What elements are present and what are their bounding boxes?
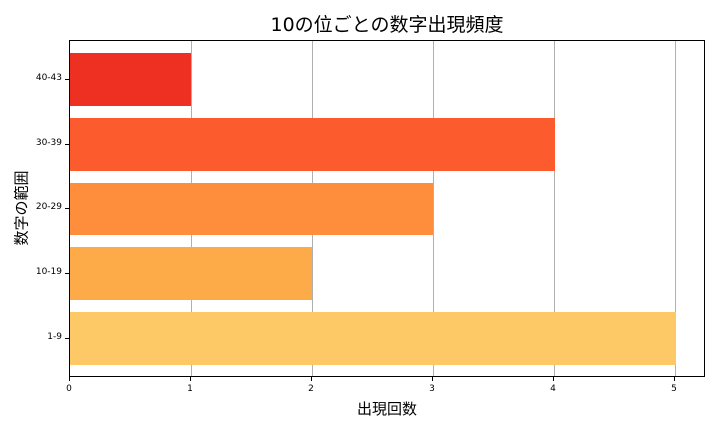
bar-10-19 bbox=[70, 247, 312, 300]
y-tick-mark bbox=[65, 208, 69, 209]
y-tick-label: 20-29 bbox=[35, 202, 62, 212]
y-tick-label: 30-39 bbox=[35, 138, 62, 148]
x-tick-label: 4 bbox=[550, 384, 556, 394]
y-tick-mark bbox=[65, 79, 69, 80]
y-tick-label: 10-19 bbox=[35, 267, 62, 277]
bar-1-9 bbox=[70, 312, 676, 365]
x-tick-label: 3 bbox=[429, 384, 435, 394]
x-tick-mark bbox=[432, 377, 433, 381]
x-axis-label: 出現回数 bbox=[356, 400, 417, 418]
bar-40-43 bbox=[70, 53, 191, 106]
x-tick-label: 0 bbox=[66, 384, 72, 394]
y-tick-mark bbox=[65, 144, 69, 145]
y-tick-mark bbox=[65, 273, 69, 274]
x-tick-label: 1 bbox=[187, 384, 193, 394]
gridline bbox=[554, 41, 555, 376]
bar-20-29 bbox=[70, 183, 433, 235]
x-tick-label: 2 bbox=[308, 384, 314, 394]
gridline bbox=[433, 41, 434, 376]
y-tick-label: 40-43 bbox=[35, 73, 62, 83]
x-tick-mark bbox=[311, 377, 312, 381]
x-tick-mark bbox=[190, 377, 191, 381]
x-tick-mark bbox=[69, 377, 70, 381]
y-tick-label: 1-9 bbox=[47, 332, 62, 342]
x-tick-mark bbox=[674, 377, 675, 381]
x-tick-label: 5 bbox=[671, 384, 677, 394]
x-tick-mark bbox=[553, 377, 554, 381]
plot-area bbox=[69, 40, 705, 377]
y-axis-label: 数字の範囲 bbox=[12, 170, 31, 246]
y-tick-mark bbox=[65, 338, 69, 339]
chart-title: 10の位ごとの数字出現頻度 bbox=[270, 14, 504, 36]
bar-30-39 bbox=[70, 118, 555, 171]
gridline bbox=[675, 41, 676, 376]
